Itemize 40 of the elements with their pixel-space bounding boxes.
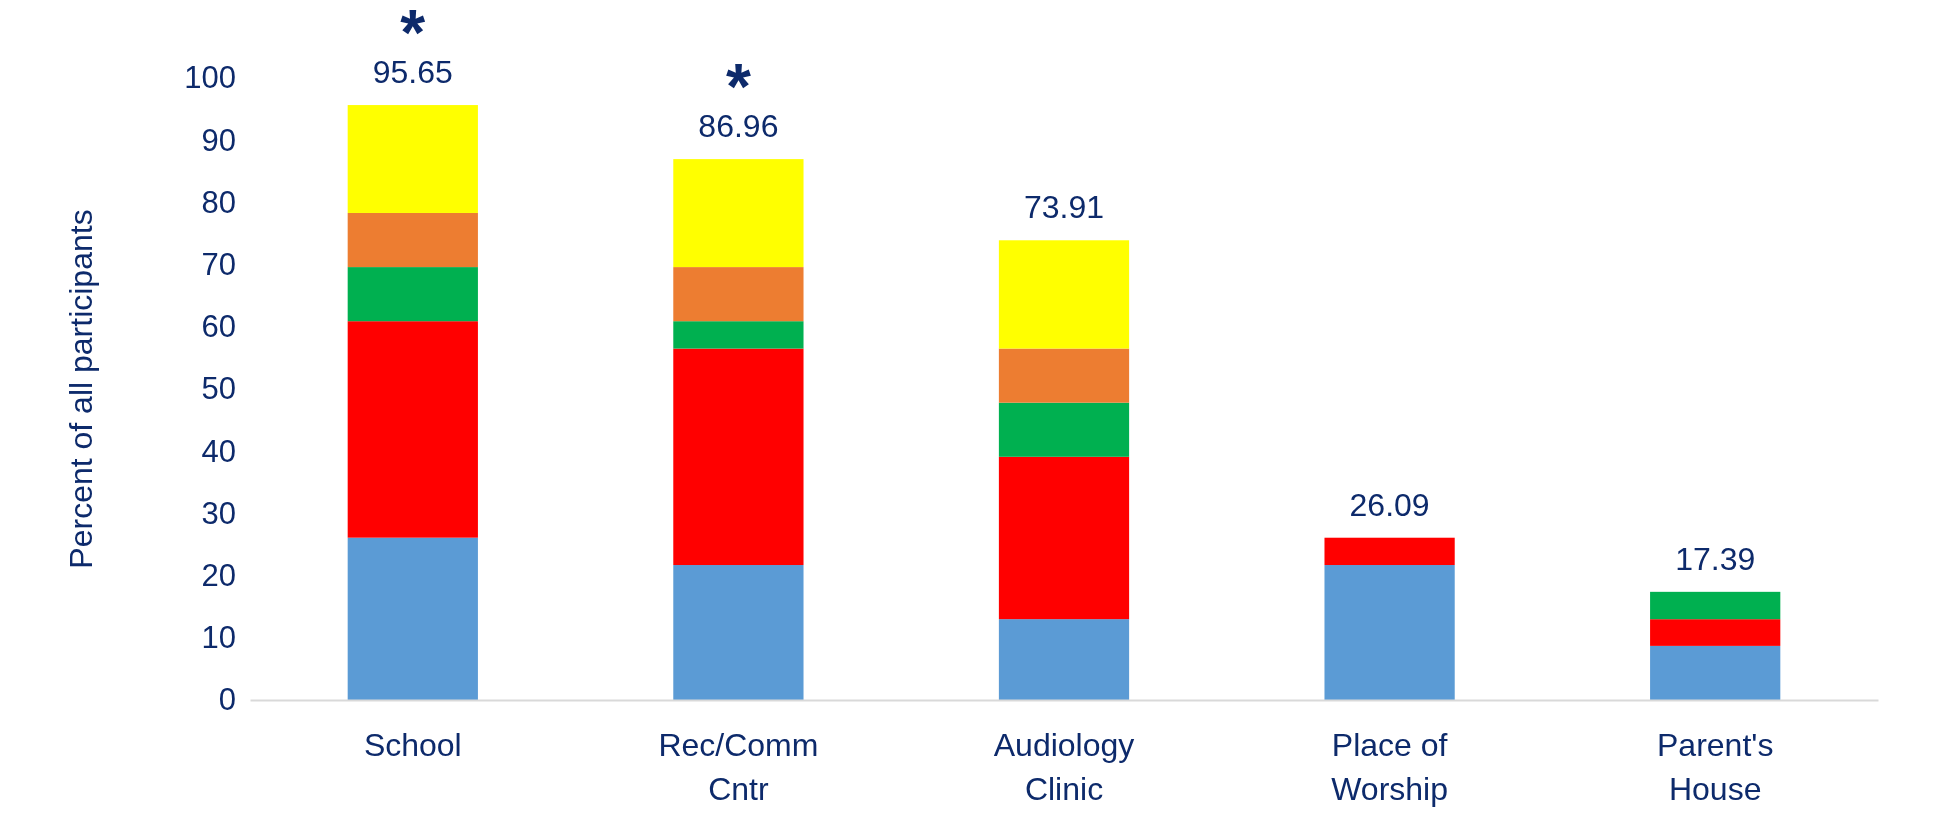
y-tick-label: 0 — [218, 682, 236, 718]
y-axis-title: Percent of all participants — [63, 209, 99, 569]
x-tick-label: Rec/Comm Cntr — [658, 727, 819, 807]
bar — [998, 619, 1130, 700]
y-tick-label: 40 — [201, 433, 236, 469]
bar — [998, 240, 1130, 349]
total-label: 26.09 — [1349, 486, 1430, 523]
bar — [347, 321, 478, 538]
bar — [1324, 537, 1455, 566]
bar — [1650, 619, 1781, 646]
bar — [1324, 565, 1455, 700]
bar — [347, 105, 478, 213]
total-label: 73.91 — [1023, 189, 1105, 226]
y-tick-label: 70 — [201, 247, 236, 283]
bar — [998, 402, 1130, 457]
bar — [673, 159, 804, 268]
bar — [998, 348, 1130, 403]
x-tick-label: Audiology Clinic — [993, 727, 1135, 807]
x-tick-label: Place of Worship — [1331, 727, 1448, 807]
bar — [673, 321, 804, 349]
bar — [347, 212, 478, 268]
y-tick-label: 90 — [201, 122, 236, 158]
y-tick-label: 10 — [201, 620, 236, 656]
y-tick-label: 30 — [201, 495, 236, 531]
bar — [673, 348, 804, 566]
x-tick-label: School — [363, 727, 462, 763]
y-tick-label: 20 — [201, 558, 236, 594]
bar — [673, 565, 804, 700]
y-tick-label: 100 — [184, 60, 236, 96]
x-tick-label: Parent's House — [1657, 727, 1774, 807]
y-tick-label: 60 — [201, 309, 236, 345]
bar — [1650, 591, 1781, 620]
bar — [347, 267, 478, 322]
bar — [998, 456, 1130, 620]
bar — [347, 537, 478, 700]
y-tick-label: 50 — [201, 371, 236, 407]
bar — [673, 267, 804, 322]
total-label: 17.39 — [1675, 540, 1756, 577]
y-tick-label: 80 — [201, 184, 236, 220]
bar — [1650, 645, 1781, 700]
